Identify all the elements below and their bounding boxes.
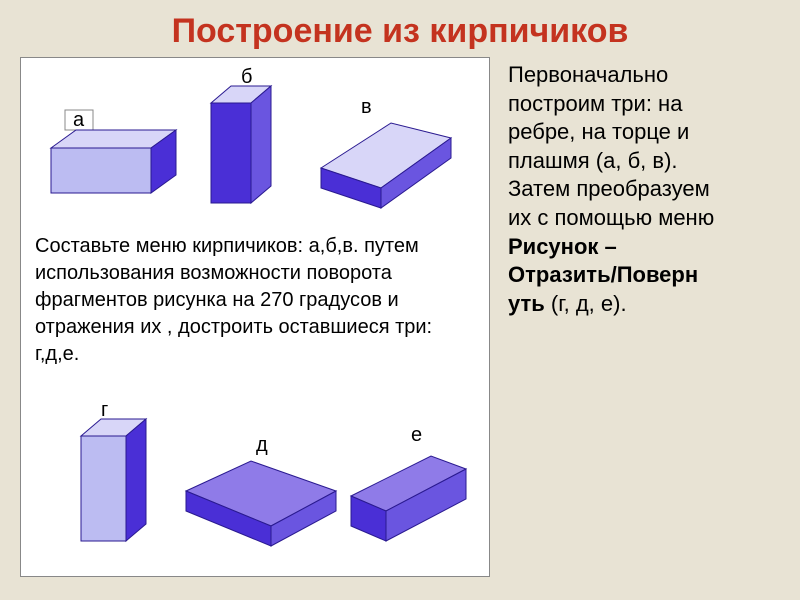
brick-d (186, 461, 336, 546)
desc-l8: (г, д, е). (545, 291, 627, 316)
label-g: г (101, 399, 108, 421)
label-d: д (256, 434, 268, 456)
bricks-bottom-svg: г д е (21, 391, 491, 576)
desc-bold3: уть (508, 291, 545, 316)
desc-l6: их с помощью меню (508, 205, 714, 230)
desc-l1: Первоначально (508, 62, 668, 87)
desc-l5: Затем преобразуем (508, 176, 710, 201)
brick-a (51, 130, 176, 193)
brick-e (351, 456, 466, 541)
label-e: е (411, 424, 422, 446)
desc-l2: построим три: на (508, 91, 682, 116)
brick-g (81, 419, 146, 541)
diagram-caption: Составьте меню кирпичиков: а,б,в. путем … (35, 233, 475, 368)
brick-b (211, 86, 271, 203)
label-a-text: а (73, 109, 85, 131)
desc-l3: ребре, на торце и (508, 119, 689, 144)
title-text: Построение из кирпичиков (172, 12, 629, 50)
desc-bold1: Рисунок – (508, 234, 617, 259)
description-text: Первоначально построим три: на ребре, на… (490, 57, 780, 577)
desc-bold2: Отразить/Поверн (508, 262, 698, 287)
label-v: в (361, 96, 372, 118)
page-title: Построение из кирпичиков (0, 0, 800, 57)
label-b: б (241, 66, 252, 88)
brick-v (321, 123, 451, 208)
content-row: а а б в Составьте меню кир (0, 57, 800, 577)
bricks-top-svg: а а б в (21, 58, 491, 233)
diagram-panel: а а б в Составьте меню кир (20, 57, 490, 577)
desc-l4: плашмя (а, б, в). (508, 148, 678, 173)
